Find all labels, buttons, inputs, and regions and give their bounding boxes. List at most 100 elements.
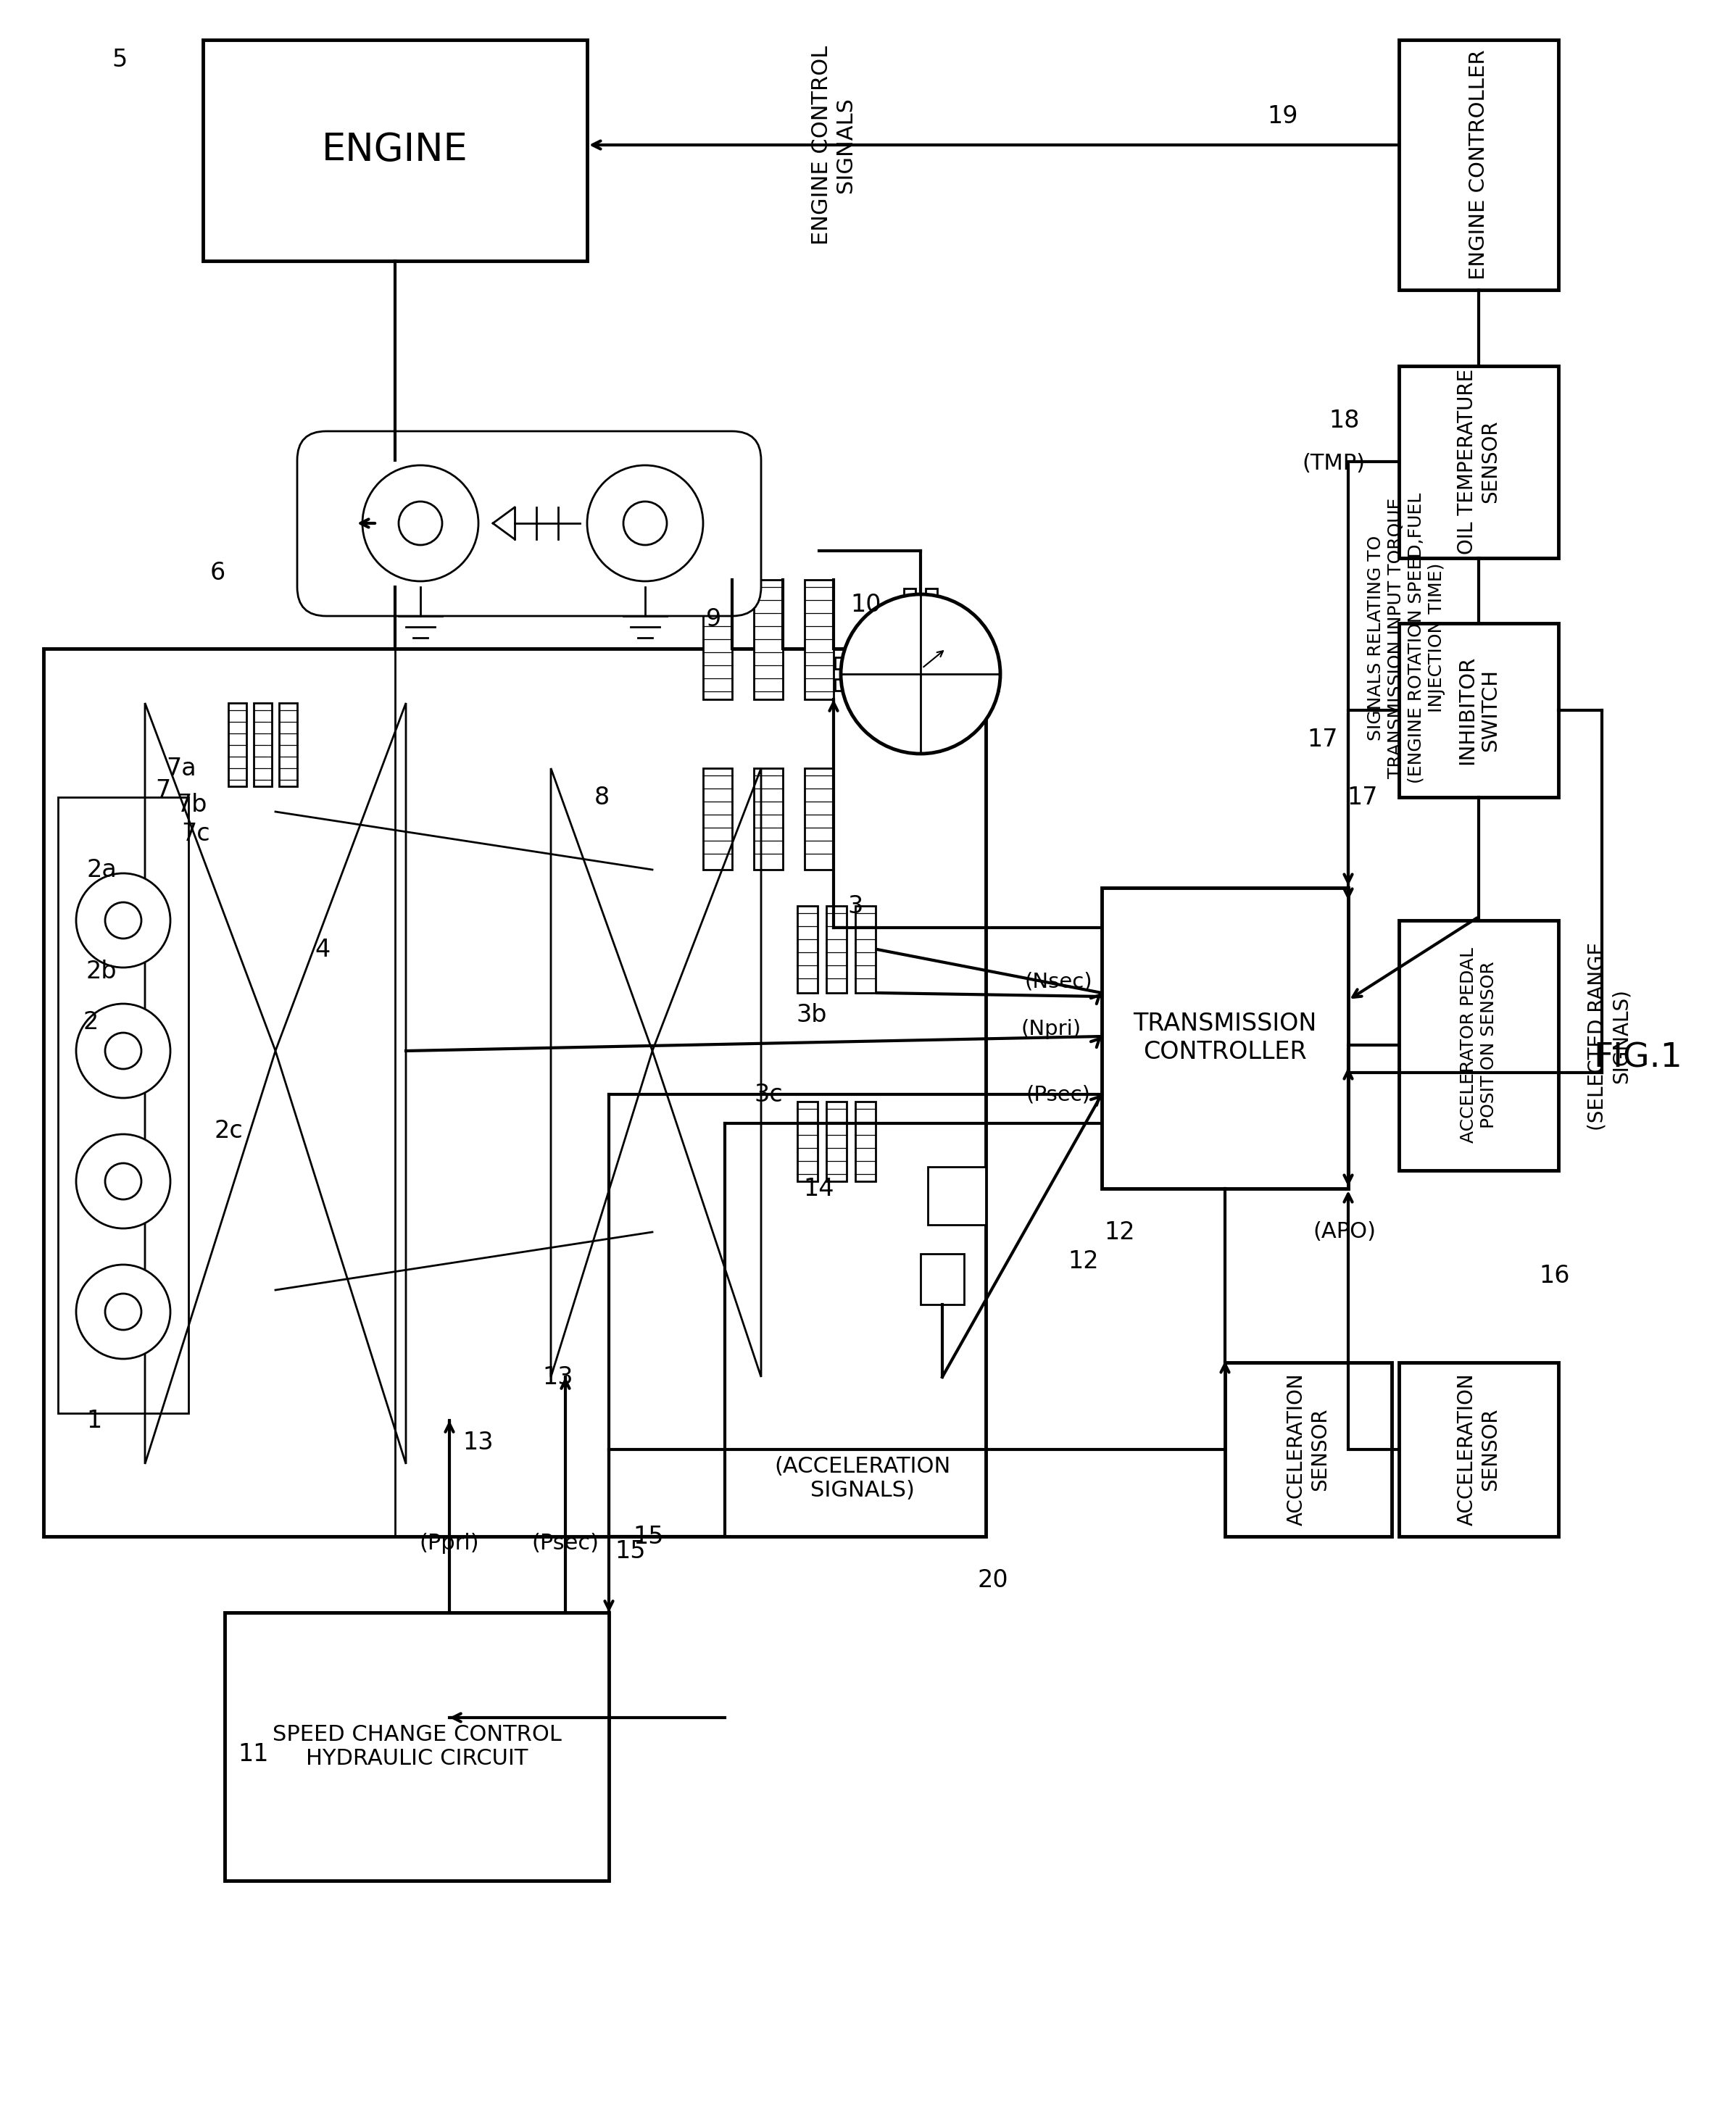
Text: 9: 9 <box>707 607 722 632</box>
Text: 16: 16 <box>1540 1263 1569 1288</box>
Bar <box>753 769 783 870</box>
Text: 12: 12 <box>1104 1221 1135 1244</box>
Text: TRANSMISSION
CONTROLLER: TRANSMISSION CONTROLLER <box>1134 1013 1318 1063</box>
Text: 17: 17 <box>1347 786 1378 809</box>
Text: (Nsec): (Nsec) <box>1024 973 1092 992</box>
Bar <box>703 769 733 870</box>
FancyBboxPatch shape <box>297 431 760 616</box>
Text: 2c: 2c <box>214 1118 243 1143</box>
Text: 3c: 3c <box>753 1082 783 1107</box>
Bar <box>797 906 818 994</box>
Text: OIL TEMPERATURE
SENSOR: OIL TEMPERATURE SENSOR <box>1457 370 1500 555</box>
Text: 11: 11 <box>238 1742 269 1765</box>
Circle shape <box>76 1004 170 1099</box>
Bar <box>925 588 937 601</box>
Text: 13: 13 <box>543 1366 573 1389</box>
Bar <box>856 906 875 994</box>
Bar <box>856 1101 875 1181</box>
Bar <box>904 737 915 748</box>
Bar <box>224 1614 609 1880</box>
Circle shape <box>363 464 479 582</box>
Text: 3: 3 <box>847 893 863 918</box>
Text: INHIBITOR
SWITCH: INHIBITOR SWITCH <box>1457 656 1500 765</box>
Bar <box>988 679 998 691</box>
Text: (Ppri): (Ppri) <box>420 1534 479 1555</box>
Text: 8: 8 <box>594 786 609 809</box>
Text: 19: 19 <box>1267 103 1299 128</box>
Bar <box>826 906 847 994</box>
Text: 7c: 7c <box>181 821 210 845</box>
Polygon shape <box>550 769 760 1376</box>
Text: ACCELERATOR PEDAL
POSITION SENSOR: ACCELERATOR PEDAL POSITION SENSOR <box>1460 948 1498 1143</box>
Bar <box>804 580 833 700</box>
Circle shape <box>587 464 703 582</box>
Bar <box>826 1101 847 1181</box>
Bar <box>1399 1361 1559 1536</box>
Bar <box>229 704 247 786</box>
Text: 20: 20 <box>977 1567 1009 1593</box>
Bar <box>279 704 297 786</box>
Text: 15: 15 <box>615 1538 646 1563</box>
Text: (Psec): (Psec) <box>1026 1084 1090 1105</box>
Text: 6: 6 <box>210 561 226 584</box>
Circle shape <box>76 874 170 969</box>
Bar <box>253 704 273 786</box>
Bar <box>988 658 998 668</box>
Text: ACCELERATION
SENSOR: ACCELERATION SENSOR <box>1286 1374 1330 1525</box>
Text: ENGINE CONTROL
SIGNALS: ENGINE CONTROL SIGNALS <box>811 46 856 244</box>
Text: (APO): (APO) <box>1312 1221 1377 1242</box>
Text: 2b: 2b <box>87 960 116 983</box>
Text: 13: 13 <box>464 1431 493 1454</box>
Text: 5: 5 <box>111 48 127 71</box>
Text: 10: 10 <box>851 592 882 618</box>
Circle shape <box>106 1034 141 1069</box>
Text: 3b: 3b <box>797 1002 828 1027</box>
Text: (SELECTED RANGE
SIGNALS): (SELECTED RANGE SIGNALS) <box>1587 941 1632 1130</box>
Text: SIGNALS RELATING TO
TRANSMISSION INPUT TORQUE
(ENGINE ROTATION SPEED,FUEL
INJECT: SIGNALS RELATING TO TRANSMISSION INPUT T… <box>1368 492 1444 784</box>
Text: (ACCELERATION
SIGNALS): (ACCELERATION SIGNALS) <box>774 1456 951 1500</box>
Text: 17: 17 <box>1307 727 1338 752</box>
Bar <box>804 769 833 870</box>
Bar <box>1399 40 1559 290</box>
Text: 18: 18 <box>1330 408 1359 433</box>
Text: ACCELERATION
SENSOR: ACCELERATION SENSOR <box>1457 1374 1500 1525</box>
Bar <box>753 580 783 700</box>
Text: 2a: 2a <box>87 857 116 882</box>
Text: (Npri): (Npri) <box>1021 1019 1082 1040</box>
Circle shape <box>106 901 141 939</box>
Bar <box>43 649 986 1536</box>
Polygon shape <box>146 704 406 1464</box>
Text: 14: 14 <box>804 1177 835 1200</box>
Text: 7b: 7b <box>177 792 208 817</box>
Bar <box>703 580 733 700</box>
Circle shape <box>76 1265 170 1359</box>
Text: ENGINE CONTROLLER: ENGINE CONTROLLER <box>1469 50 1489 279</box>
Text: (Psec): (Psec) <box>531 1534 599 1555</box>
Circle shape <box>623 502 667 544</box>
Bar <box>835 679 847 691</box>
Text: (TMP): (TMP) <box>1302 454 1364 475</box>
Bar <box>927 1166 986 1225</box>
Circle shape <box>840 595 1000 754</box>
Bar <box>203 40 587 261</box>
Circle shape <box>76 1135 170 1229</box>
Bar <box>1399 920 1559 1170</box>
Bar <box>1102 889 1349 1189</box>
Text: ENGINE: ENGINE <box>321 130 469 168</box>
Bar <box>835 658 847 668</box>
Bar <box>1399 366 1559 559</box>
Text: 1: 1 <box>87 1408 102 1433</box>
Circle shape <box>106 1164 141 1200</box>
Bar <box>797 1101 818 1181</box>
Bar <box>925 737 937 748</box>
Bar <box>920 1254 963 1305</box>
Text: FIG.1: FIG.1 <box>1594 1042 1682 1074</box>
Bar <box>904 588 915 601</box>
Bar <box>57 796 189 1414</box>
Bar <box>1226 1361 1392 1536</box>
Text: 15: 15 <box>634 1525 665 1548</box>
Bar <box>1399 624 1559 796</box>
Text: 2: 2 <box>83 1011 99 1034</box>
Circle shape <box>399 502 443 544</box>
Text: 4: 4 <box>314 937 330 962</box>
